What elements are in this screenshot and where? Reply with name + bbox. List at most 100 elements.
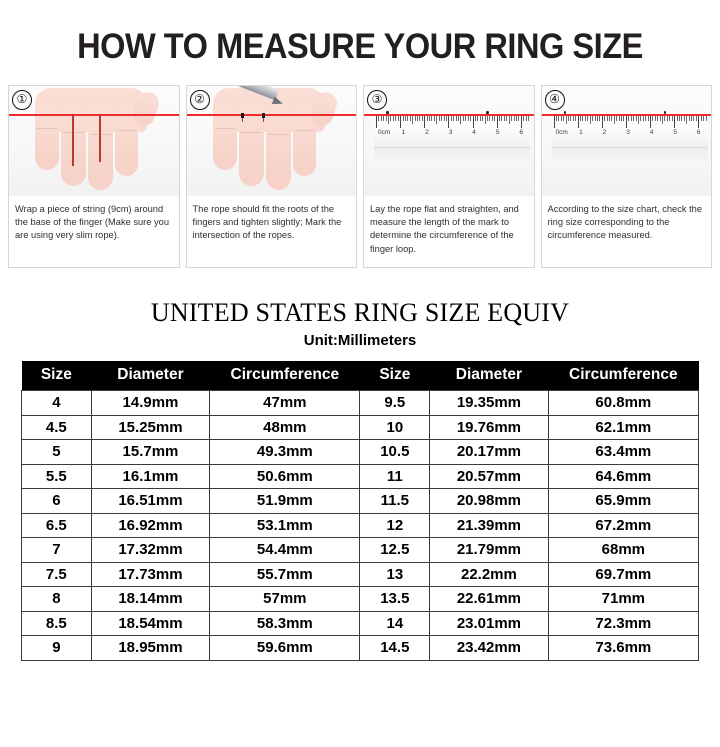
ruler-tick: [563, 115, 565, 121]
table-cell: 21.79mm: [429, 537, 549, 563]
table-column-header-2: Circumference: [209, 361, 360, 391]
table-cell: 69.7mm: [547, 561, 700, 587]
table-cell: 59.6mm: [209, 635, 361, 661]
ruler-tick: [621, 115, 623, 121]
ruler-tick: [676, 115, 678, 121]
ruler-tick: [470, 115, 472, 121]
table-cell: 14.9mm: [90, 390, 211, 416]
table-cell: 16.1mm: [90, 463, 211, 489]
table-cell: 5.5: [21, 463, 92, 489]
ruler-tick: [400, 115, 402, 128]
ruler-illustration: 0cm 1 2 3 4 5 6: [374, 108, 530, 166]
table-cell: 16.51mm: [90, 488, 211, 514]
ruler-tick: [570, 115, 572, 121]
table-cell: 6.5: [21, 512, 92, 538]
step-caption-3: Lay the rope flat and straighten, and me…: [370, 204, 519, 254]
table-row: 5.5 16.1mm 50.6mm 11 20.57mm 64.6mm: [21, 463, 700, 489]
ruler-tick: [450, 115, 452, 121]
step-panel-4: ④ 0cm 1 2 3 4 5 6 According to the size chart,…: [540, 85, 712, 268]
table-cell: 11: [359, 463, 431, 489]
table-cell: 18.14mm: [90, 586, 211, 612]
ruler-tick: [592, 115, 594, 121]
ruler-tick: [666, 115, 668, 121]
ruler-tick: [691, 115, 693, 121]
ruler-tick: [455, 115, 457, 121]
hand-illustration: [205, 88, 340, 196]
ruler-tick: [472, 115, 474, 128]
ruler-tick: [484, 115, 486, 124]
ruler-tick: [572, 115, 574, 121]
table-cell: 8: [21, 586, 92, 612]
ruler-tick: [678, 115, 680, 121]
ruler-label: 6: [519, 129, 524, 136]
table-cell: 7.5: [21, 561, 92, 587]
ruler-tick: [448, 115, 450, 128]
table-body: 4 14.9mm 47mm 9.5 19.35mm 60.8mm 4.5 15.25mm 48m…: [21, 390, 700, 661]
ruler-tick: [625, 115, 627, 128]
step-number-badge-1: ①: [12, 90, 32, 110]
ruler-tick: [560, 115, 562, 121]
table-cell: 55.7mm: [209, 561, 361, 587]
ruler-tick: [606, 115, 608, 121]
ruler-tick: [633, 115, 635, 121]
table-row: 6.5 16.92mm 53.1mm 12 21.39mm 67.2mm: [21, 512, 700, 538]
ruler-tick: [462, 115, 464, 121]
ruler-tick: [412, 115, 414, 124]
ruler-tick: [601, 115, 603, 128]
ruler-tick: [477, 115, 479, 121]
ring-size-table: Size Diameter Circumference Size Diameter Cir…: [21, 361, 700, 661]
ruler-tick: [630, 115, 632, 121]
ruler-tick: [385, 115, 387, 121]
chart-title: UNITED STATES RING SIZE EQUIV: [150, 298, 570, 327]
table-cell: 68mm: [547, 537, 700, 563]
ruler-tick: [380, 115, 382, 121]
ruler-tick: [652, 115, 654, 121]
string-line: [541, 114, 711, 116]
ruler-tick: [513, 115, 515, 121]
ruler-tick: [558, 115, 560, 121]
ruler-tick: [458, 115, 460, 121]
table-cell: 20.17mm: [429, 439, 549, 465]
hand-illustration: [27, 88, 162, 196]
page-title: HOW TO MEASURE YOUR RING SIZE: [77, 27, 643, 66]
table-cell: 21.39mm: [429, 512, 549, 538]
step-caption-2: The rope should fit the roots of the fin…: [192, 204, 342, 241]
table-cell: 18.54mm: [90, 610, 211, 636]
string-line: [364, 114, 534, 116]
ruler-tick: [407, 115, 409, 121]
ruler-tick: [640, 115, 642, 121]
ruler-tick: [414, 115, 416, 121]
ruler-tick: [494, 115, 496, 121]
ruler-tick: [664, 115, 666, 121]
ruler-label: 0cm: [555, 129, 568, 136]
table-cell: 6: [21, 488, 92, 514]
ruler-tick: [525, 115, 527, 121]
ruler-label: 2: [602, 129, 607, 136]
ruler-tick: [703, 115, 705, 121]
table-row: 7 17.32mm 54.4mm 12.5 21.79mm 68mm: [21, 537, 700, 563]
table-cell: 23.01mm: [429, 610, 549, 636]
ruler-tick: [613, 115, 615, 124]
table-cell: 17.73mm: [90, 561, 211, 587]
table-cell: 23.42mm: [429, 635, 549, 661]
table-cell: 53.1mm: [209, 512, 361, 538]
ruler-tick: [431, 115, 433, 121]
ruler-tick: [443, 115, 445, 121]
table-cell: 20.98mm: [429, 488, 549, 514]
table-cell: 15.7mm: [90, 439, 211, 465]
table-cell: 7: [21, 537, 92, 563]
ruler-tick: [669, 115, 671, 121]
ruler-tick: [637, 115, 639, 124]
ruler-tick: [674, 115, 676, 128]
ruler-tick: [700, 115, 702, 121]
table-cell: 67.2mm: [547, 512, 700, 538]
ruler-tick: [489, 115, 491, 121]
ruler-tick: [511, 115, 513, 121]
ruler-tick: [608, 115, 610, 121]
ruler-label: 1: [579, 129, 583, 136]
ruler-label: 0cm: [378, 129, 391, 136]
ruler-tick: [580, 115, 582, 121]
size-table-wrap: Size Diameter Circumference Size Diameter Cir…: [0, 361, 720, 661]
ruler-tick: [392, 115, 394, 121]
table-cell: 9: [21, 635, 92, 661]
